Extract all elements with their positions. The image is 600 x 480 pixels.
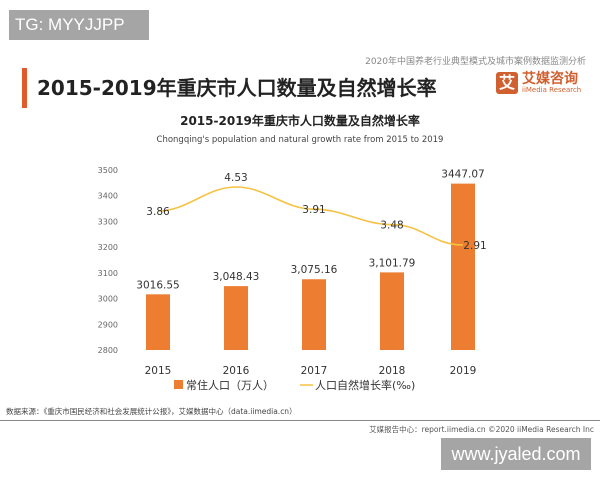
y-tick-label: 2900 (98, 320, 118, 329)
y-tick-label: 3100 (98, 269, 118, 278)
bar (380, 272, 404, 350)
x-tick-label: 2019 (450, 365, 477, 377)
chart-subtitle: Chongqing's population and natural growt… (156, 135, 444, 145)
line-label: 3.48 (380, 220, 403, 232)
bar-label: 3,048.43 (213, 271, 260, 283)
x-tick-label: 2018 (379, 365, 406, 377)
data-source: 数据来源：《重庆市国民经济和社会发展统计公报》，艾媒数据中心（data.iime… (6, 407, 297, 416)
page-title: 2015-2019年重庆市人口数量及自然增长率 (37, 76, 437, 100)
logo-en: iiMedia Research (522, 86, 582, 94)
watermark-top: TG: MYYJJPP (9, 10, 149, 40)
bar (302, 279, 326, 350)
title-accent-bar (22, 68, 27, 108)
y-tick-label: 3300 (98, 217, 118, 226)
imedia-logo: 艾 艾媒咨询 iiMedia Research (496, 72, 581, 94)
y-tick-label: 3400 (98, 192, 118, 201)
divider (0, 420, 600, 421)
logo-mark: 艾 (496, 72, 518, 94)
line-label: 2.91 (463, 240, 486, 252)
y-tick-label: 3500 (98, 166, 118, 175)
bar (146, 294, 170, 350)
x-tick-label: 2016 (223, 365, 250, 377)
legend-bar-swatch (174, 380, 183, 389)
bar (224, 286, 248, 350)
logo-cn: 艾媒咨询 (522, 71, 578, 87)
bar-label: 3,101.79 (369, 257, 416, 269)
footer: 艾媒报告中心：report.iimedia.cn ©2020 iiMedia R… (369, 425, 594, 434)
y-tick-label: 3200 (98, 243, 118, 252)
y-tick-label: 3000 (98, 295, 118, 304)
line-label: 3.86 (146, 206, 170, 218)
line-label: 4.53 (224, 172, 247, 184)
x-tick-label: 2015 (145, 365, 172, 377)
bar-label: 3447.07 (441, 169, 484, 181)
bar (451, 183, 475, 350)
x-tick-label: 2017 (301, 365, 328, 377)
chart-title: 2015-2019年重庆市人口数量及自然增长率 (180, 114, 420, 128)
bar-label: 3016.55 (136, 279, 179, 291)
watermark-bottom: www.jyaled.com (441, 438, 591, 470)
report-name: 2020年中国养老行业典型模式及城市案例数据监测分析 (365, 57, 586, 67)
legend-line-label: 人口自然增长率(‰) (315, 378, 415, 392)
growth-rate-line (157, 186, 464, 246)
y-tick-label: 2800 (98, 346, 118, 355)
legend-bar-label: 常住人口（万人） (186, 378, 274, 392)
line-label: 3.91 (302, 204, 325, 216)
bar-label: 3,075.16 (291, 264, 338, 276)
